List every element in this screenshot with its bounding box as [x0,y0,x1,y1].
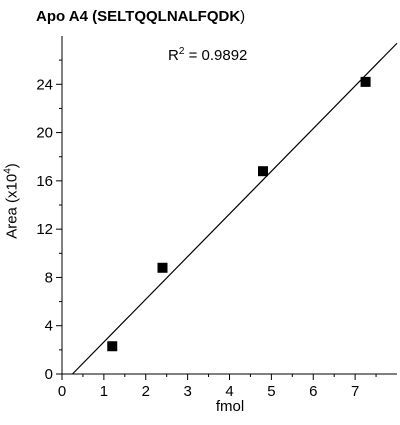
y-tick-label: 16 [36,173,53,190]
x-tick-label: 3 [183,383,191,400]
r-squared-exponent: 2 [178,46,185,57]
r-squared-base: R [168,47,179,64]
x-tick-label: 2 [142,383,150,400]
data-point [157,262,168,273]
y-tick-label: 4 [45,318,53,335]
r-squared-annotation: R2 = 0.9892 [168,46,248,65]
data-point [258,166,268,177]
x-axis-label: fmol [215,398,245,415]
chart-title-close: ) [240,8,246,25]
y-tick-label: 20 [36,125,53,142]
x-tick-label: 5 [267,383,275,400]
y-tick-label: 24 [36,76,53,93]
y-tick-label: 12 [36,221,53,238]
y-axis-label-close: ) [3,163,21,169]
x-tick-label: 0 [58,383,66,400]
x-tick-label: 4 [225,383,233,400]
y-axis-label-exponent: 4 [2,168,14,174]
x-tick-label: 1 [100,383,108,400]
trendline [72,42,398,375]
y-axis-label: Area (x104) [2,163,21,239]
x-tick-label: 6 [309,383,317,400]
y-axis-label-base: Area (x10 [3,173,21,239]
x-tick-label: 7 [351,383,359,400]
data-point [107,341,118,352]
r-squared-value: = 0.9892 [184,47,248,64]
y-tick-label: 8 [45,269,53,286]
y-tick-label: 0 [45,366,53,383]
chart-title-main: Apo A4 (SELTQQLNALFQDK [36,8,241,25]
data-point [360,76,371,87]
chart-title: Apo A4 (SELTQQLNALFQDK) [36,8,245,25]
